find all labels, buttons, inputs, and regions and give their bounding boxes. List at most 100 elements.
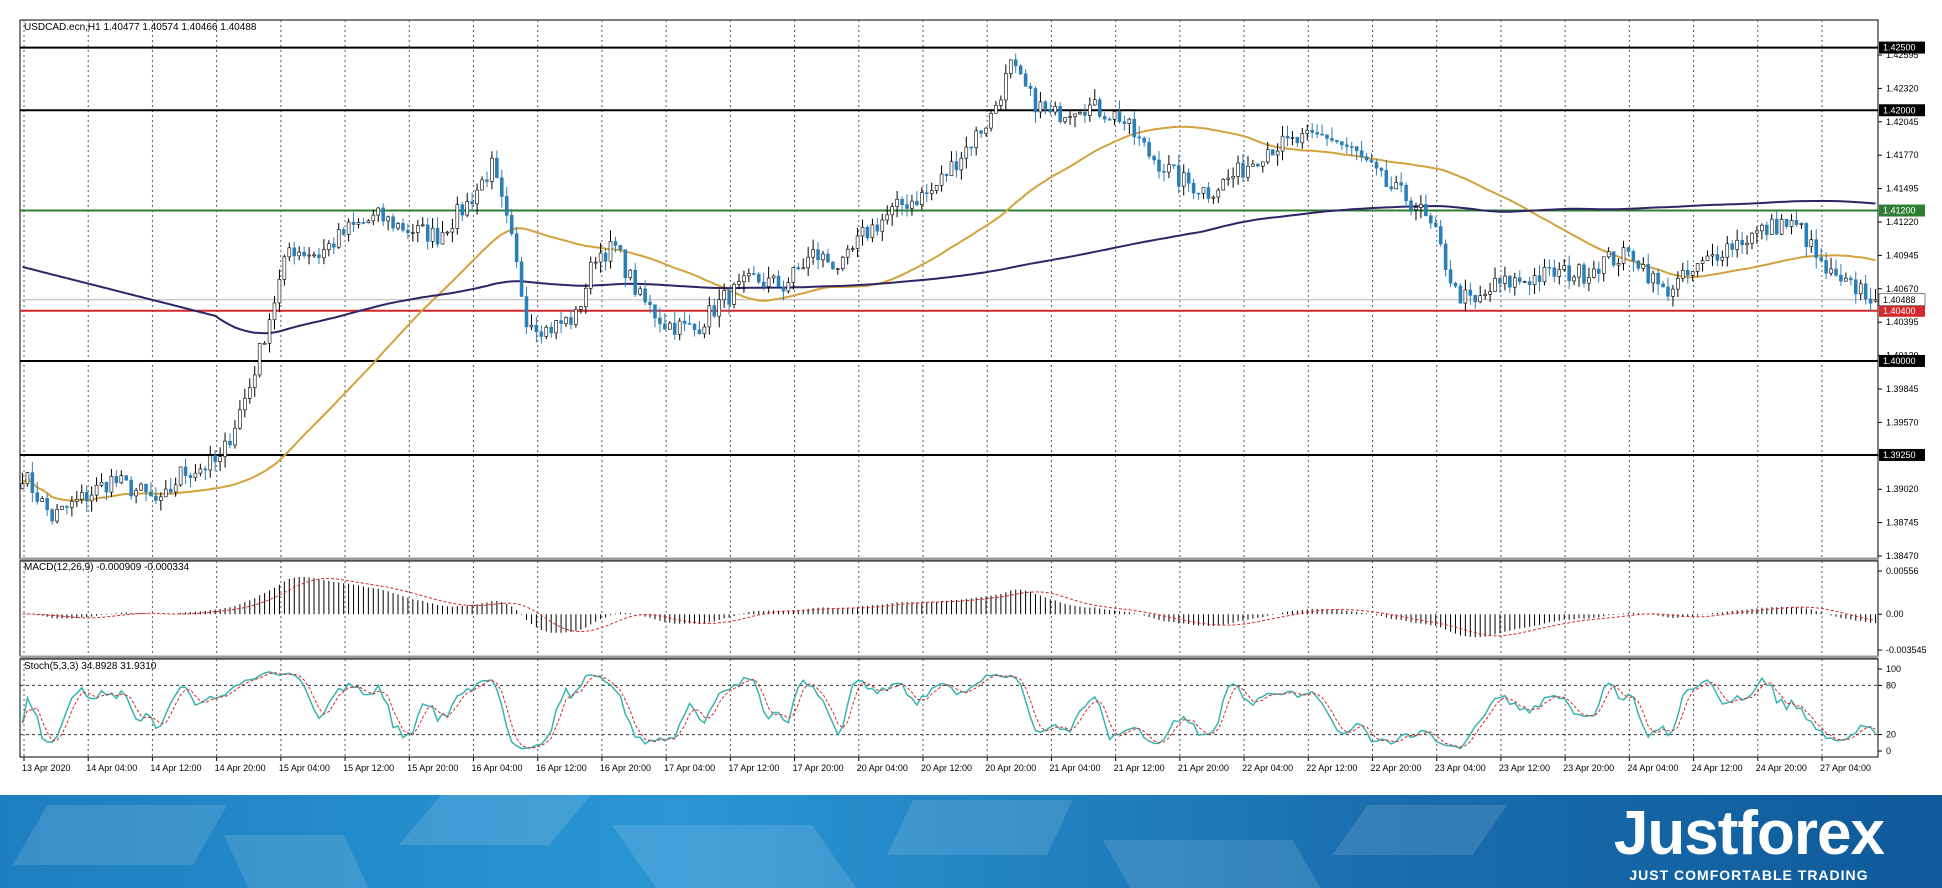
candle-body [1172,164,1176,166]
candle-body [99,482,104,486]
time-label: 21 Apr 12:00 [1114,763,1165,773]
candle-body [1443,243,1448,270]
candle-body [1656,272,1660,285]
candle-body [1335,140,1339,142]
candle-body [929,190,934,194]
candle-body [1078,112,1082,115]
candle-body [75,498,79,502]
candle-body [420,224,425,227]
price-label: 1.39020 [1886,484,1919,494]
candle-body [1730,243,1735,250]
candle-body [880,219,885,232]
trading-chart[interactable]: 1.42595 1.42320 1.42045 1.41770 1.41495 1.412… [0,0,1942,795]
candle-body [1458,285,1463,304]
time-label: 17 Apr 04:00 [664,763,715,773]
candle-body [1023,73,1028,87]
time-label: 23 Apr 04:00 [1435,763,1486,773]
candle-body [104,482,109,493]
candle-body [445,231,450,234]
candle-body [786,282,791,292]
candle-body [109,476,114,493]
time-label: 22 Apr 12:00 [1306,763,1357,773]
candle-body [1700,260,1705,264]
candle-body [1438,226,1443,245]
candle-body [1424,204,1428,217]
brand-name: Justforex [1613,799,1885,868]
brand-tagline: JUST COMFORTABLE TRADING [1629,867,1869,883]
candle-body [65,505,69,508]
candle-body [154,495,158,501]
time-label: 14 Apr 12:00 [150,763,201,773]
candle-body [1107,118,1112,121]
candle-body [1300,133,1305,144]
candle-body [1251,163,1255,167]
candle-body [554,320,558,334]
time-label: 14 Apr 20:00 [215,763,266,773]
candle-body [307,254,311,257]
candle-body [159,496,163,501]
time-label: 24 Apr 12:00 [1692,763,1743,773]
candle-body [668,322,672,330]
candle-body [1745,242,1749,246]
candle-body [89,494,94,502]
level-label: 1.42500 [1883,43,1916,53]
ma50-line [21,125,1876,502]
time-label: 17 Apr 12:00 [728,763,779,773]
brand-logo: Justforex JUST COMFORTABLE TRADING [1613,799,1885,883]
candle-body [124,475,129,481]
candle-body [1799,222,1804,225]
time-label: 21 Apr 04:00 [1049,763,1100,773]
time-label: 15 Apr 04:00 [279,763,330,773]
horizontal-levels [20,46,1878,456]
candle-body [1750,232,1754,244]
candle-body [1769,218,1774,235]
candle-body [376,207,381,216]
candle-body [460,204,465,216]
candle-body [934,185,939,191]
candle-body [1448,269,1453,284]
time-axis: 13 Apr 2020 14 Apr 04:00 14 Apr 12:00 14 Ap… [22,757,1871,773]
candle-body [875,224,880,232]
candle-body [465,201,469,216]
candle-body [959,157,964,171]
candle-body [618,245,623,250]
candle-body [672,322,677,335]
candle-body [114,476,119,484]
candle-body [984,127,988,134]
candle-body [539,331,544,337]
candle-body [1651,272,1655,284]
candle-body [1256,163,1260,167]
candle-body [860,226,865,237]
candle-body [648,301,652,306]
candle-body [416,225,420,233]
candle-body [1829,268,1833,274]
candle-body [1453,282,1458,287]
candle-body [336,229,341,248]
macd-label: 0.00 [1886,609,1904,619]
candle-body [1043,101,1048,111]
candle-body [697,329,702,335]
time-label: 20 Apr 04:00 [857,763,908,773]
time-label: 24 Apr 04:00 [1627,763,1678,773]
candle-body [287,247,292,258]
candle-body [1616,263,1621,266]
price-label: 1.40945 [1886,250,1919,260]
candle-body [495,157,499,179]
candle-body [1275,150,1280,156]
candle-body [485,179,489,182]
level-label: 1.42000 [1883,105,1916,115]
candle-body [1394,182,1398,190]
candle-body [1552,267,1557,277]
price-label: 1.39570 [1886,417,1919,427]
candle-body [1167,164,1171,173]
candle-body [1162,170,1166,173]
candle-body [900,198,904,205]
candle-body [865,226,870,239]
macd-label: -0.003545 [1886,645,1927,655]
candle-body [1606,251,1611,258]
candle-body [1028,85,1033,89]
candle-body [1221,179,1226,191]
candle-body [677,320,682,335]
candle-body [1399,182,1403,186]
candle-body [1824,260,1828,274]
